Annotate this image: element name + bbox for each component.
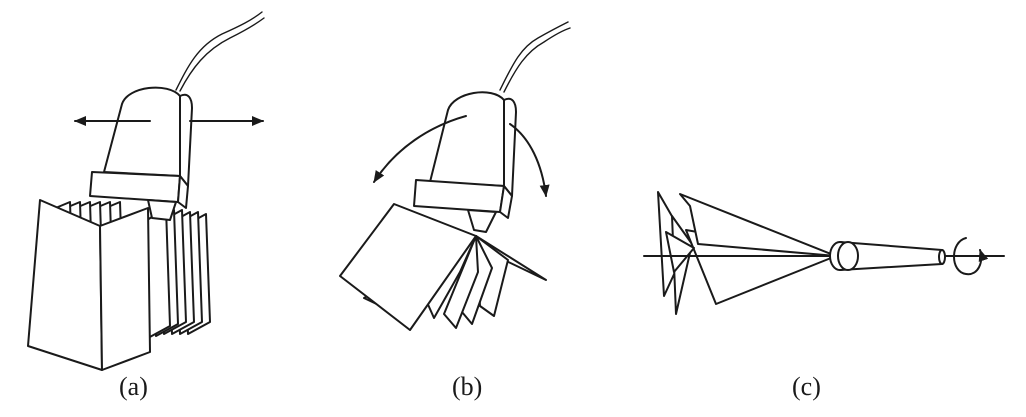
caption-c: (c)	[792, 372, 821, 401]
panel-c: (c)	[643, 191, 1005, 401]
panel-c-rotation-arrow	[953, 237, 989, 276]
panel-a: (a)	[27, 11, 265, 401]
caption-a: (a)	[119, 372, 148, 401]
caption-b: (b)	[452, 372, 482, 401]
panel-c-probe	[829, 241, 946, 271]
panel-b-tilt-arrow-right	[509, 123, 550, 197]
panel-a-plates	[27, 199, 211, 371]
panel-b-probe	[413, 91, 517, 233]
panel-b-tilt-arrow-left	[373, 115, 467, 183]
panel-a-probe	[89, 86, 193, 221]
panel-a-cable	[175, 11, 263, 91]
panel-b: (b)	[339, 21, 571, 401]
panel-b-cable	[499, 21, 569, 91]
panel-c-rotating-planes	[657, 191, 837, 315]
panel-b-fan-plates	[339, 203, 547, 331]
